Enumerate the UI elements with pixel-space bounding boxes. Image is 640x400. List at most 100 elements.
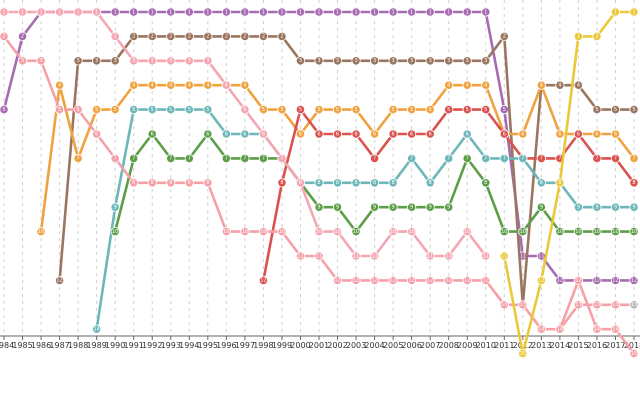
rank-label: 3 [151, 58, 154, 64]
rank-point [351, 227, 361, 237]
rank-label: 11 [371, 253, 377, 259]
rank-point [369, 275, 380, 285]
rank-label: 10 [520, 229, 526, 235]
rank-point [258, 129, 269, 139]
rank-point [481, 251, 491, 261]
rank-point [462, 129, 472, 139]
series-4: 12 8 5 6 6 6 7 6 6 6 5 5 5 6 7 7 7 6 7 7 8 [258, 105, 639, 285]
rank-label: 10 [38, 229, 44, 235]
rank-label: 6 [521, 131, 524, 137]
rank-label: 7 [503, 156, 506, 162]
x-tick-label: 1995 [198, 341, 218, 350]
rank-label: 13 [612, 302, 618, 308]
rank-point [499, 300, 509, 310]
rank-point [481, 178, 491, 188]
rank-point [258, 153, 269, 163]
rank-label: 7 [466, 156, 469, 162]
rank-label: 10 [557, 229, 563, 235]
rank-label: 7 [132, 156, 135, 162]
rank-point [592, 300, 602, 310]
rank-label: 11 [297, 253, 303, 259]
rank-point [203, 80, 213, 90]
rank-point [314, 129, 324, 139]
rank-point [629, 153, 639, 163]
x-tick-label: 1989 [86, 341, 106, 350]
rank-point [110, 56, 120, 66]
rank-point [0, 7, 9, 17]
rank-label: 15 [520, 351, 526, 357]
rank-point [388, 227, 398, 237]
rank-label: 12 [557, 278, 563, 284]
rank-label: 6 [151, 131, 154, 137]
rank-label: 6 [354, 131, 357, 137]
rank-label: 2 [503, 34, 506, 40]
rank-label: 2 [21, 34, 24, 40]
rank-point [481, 80, 491, 90]
rank-point [110, 7, 120, 17]
rank-label: 7 [114, 156, 117, 162]
rank-point [54, 105, 65, 115]
rank-point [610, 105, 621, 115]
rank-point [110, 153, 120, 163]
rank-point [388, 129, 398, 139]
rank-point [425, 105, 435, 115]
rank-label: 4 [169, 83, 172, 89]
rank-label: 6 [206, 131, 209, 137]
rank-point [258, 31, 269, 42]
rank-point [73, 105, 83, 115]
rank-point [536, 153, 546, 163]
rank-point [332, 227, 343, 237]
rank-point [425, 251, 435, 261]
rank-label: 8 [151, 180, 154, 186]
rank-point [369, 153, 380, 163]
rank-point [462, 227, 472, 237]
rank-point [92, 324, 102, 334]
rank-label: 4 [243, 83, 246, 89]
rank-label: 3 [429, 58, 432, 64]
rank-point [203, 178, 213, 188]
rank-label: 6 [373, 131, 376, 137]
rank-label: 3 [373, 58, 376, 64]
rank-point [92, 105, 102, 115]
rank-point [295, 56, 306, 66]
rank-point [221, 129, 231, 139]
rank-point [351, 105, 361, 115]
x-tick-label: 1993 [161, 341, 181, 350]
rank-label: 5 [58, 107, 61, 113]
x-tick-label: 2005 [383, 341, 403, 350]
rank-label: 12 [427, 278, 433, 284]
rank-label: 12 [390, 278, 396, 284]
rank-point [36, 56, 46, 66]
rank-label: 1 [206, 9, 209, 15]
rank-label: 11 [520, 253, 526, 259]
rank-label: 1 [280, 9, 283, 15]
rank-point [610, 202, 621, 212]
rank-label: 1 [262, 9, 265, 15]
series-group: 5211111111111111111111111115111112121212… [0, 7, 639, 359]
x-tick-label: 1990 [105, 341, 125, 350]
x-tick-label: 1986 [31, 341, 51, 350]
rank-label: 5 [132, 107, 135, 113]
rank-label: 10 [390, 229, 396, 235]
rank-label: 5 [466, 107, 469, 113]
rank-label: 9 [373, 205, 376, 211]
rank-point [332, 105, 343, 115]
rank-point [573, 202, 584, 212]
rank-point [555, 80, 565, 90]
rank-point [0, 31, 9, 41]
rank-label: 9 [577, 205, 580, 211]
rank-label: 5 [169, 107, 172, 113]
rank-label: 5 [336, 107, 339, 113]
rank-label: 12 [56, 278, 62, 284]
rank-point [555, 129, 565, 139]
rank-point [573, 275, 584, 285]
rank-label: 1 [95, 9, 98, 15]
rank-label: 6 [466, 131, 469, 137]
rank-point [369, 129, 380, 139]
rank-label: 9 [540, 205, 543, 211]
rank-label: 8 [484, 180, 487, 186]
x-tick-label: 2016 [587, 341, 607, 350]
rank-point [351, 129, 361, 139]
rank-label: 12 [464, 278, 470, 284]
x-tick-label: 2000 [290, 341, 310, 350]
